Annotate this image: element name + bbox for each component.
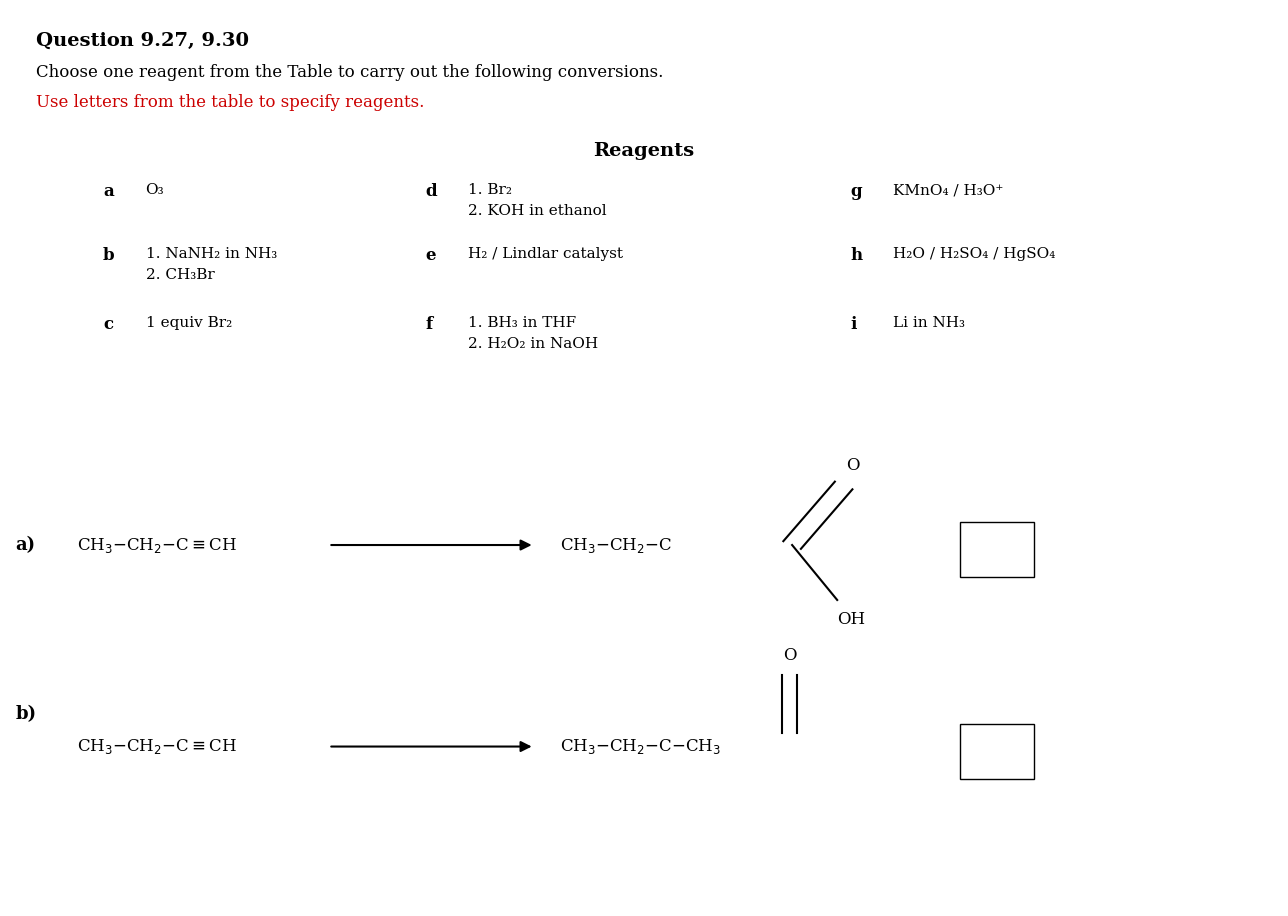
Text: d: d <box>425 183 437 201</box>
Text: i: i <box>850 316 857 333</box>
Text: CH$_3$$-$CH$_2$$-$C: CH$_3$$-$CH$_2$$-$C <box>560 536 672 554</box>
Text: b: b <box>103 247 115 265</box>
Text: Use letters from the table to specify reagents.: Use letters from the table to specify re… <box>36 94 425 112</box>
Text: e: e <box>425 247 435 265</box>
Text: b): b) <box>15 705 36 724</box>
Text: OH: OH <box>837 611 866 628</box>
Text: Reagents: Reagents <box>594 142 694 160</box>
Text: Li in NH₃: Li in NH₃ <box>893 316 965 330</box>
Text: CH$_3$$-$CH$_2$$-$C$-$CH$_3$: CH$_3$$-$CH$_2$$-$C$-$CH$_3$ <box>560 737 721 756</box>
Bar <box>960 522 1034 577</box>
Text: KMnO₄ / H₃O⁺: KMnO₄ / H₃O⁺ <box>893 183 1003 197</box>
Text: O₃: O₃ <box>146 183 164 197</box>
Text: h: h <box>850 247 862 265</box>
Text: 1. Br₂
2. KOH in ethanol: 1. Br₂ 2. KOH in ethanol <box>468 183 607 218</box>
Text: a: a <box>103 183 113 201</box>
Text: c: c <box>103 316 113 333</box>
Text: 1. BH₃ in THF
2. H₂O₂ in NaOH: 1. BH₃ in THF 2. H₂O₂ in NaOH <box>468 316 598 351</box>
Text: CH$_3$$-$CH$_2$$-$C$\equiv$CH: CH$_3$$-$CH$_2$$-$C$\equiv$CH <box>77 536 237 554</box>
Text: g: g <box>850 183 862 201</box>
Text: a): a) <box>15 536 36 554</box>
Text: f: f <box>425 316 433 333</box>
Text: O: O <box>846 457 859 474</box>
Text: H₂O / H₂SO₄ / HgSO₄: H₂O / H₂SO₄ / HgSO₄ <box>893 247 1055 261</box>
Text: CH$_3$$-$CH$_2$$-$C$\equiv$CH: CH$_3$$-$CH$_2$$-$C$\equiv$CH <box>77 737 237 756</box>
Text: 1 equiv Br₂: 1 equiv Br₂ <box>146 316 232 330</box>
Text: H₂ / Lindlar catalyst: H₂ / Lindlar catalyst <box>468 247 622 261</box>
Text: 1. NaNH₂ in NH₃
2. CH₃Br: 1. NaNH₂ in NH₃ 2. CH₃Br <box>146 247 277 282</box>
Bar <box>960 724 1034 779</box>
Text: Choose one reagent from the Table to carry out the following conversions.: Choose one reagent from the Table to car… <box>36 64 663 82</box>
Text: Question 9.27, 9.30: Question 9.27, 9.30 <box>36 32 249 50</box>
Text: O: O <box>783 647 796 664</box>
